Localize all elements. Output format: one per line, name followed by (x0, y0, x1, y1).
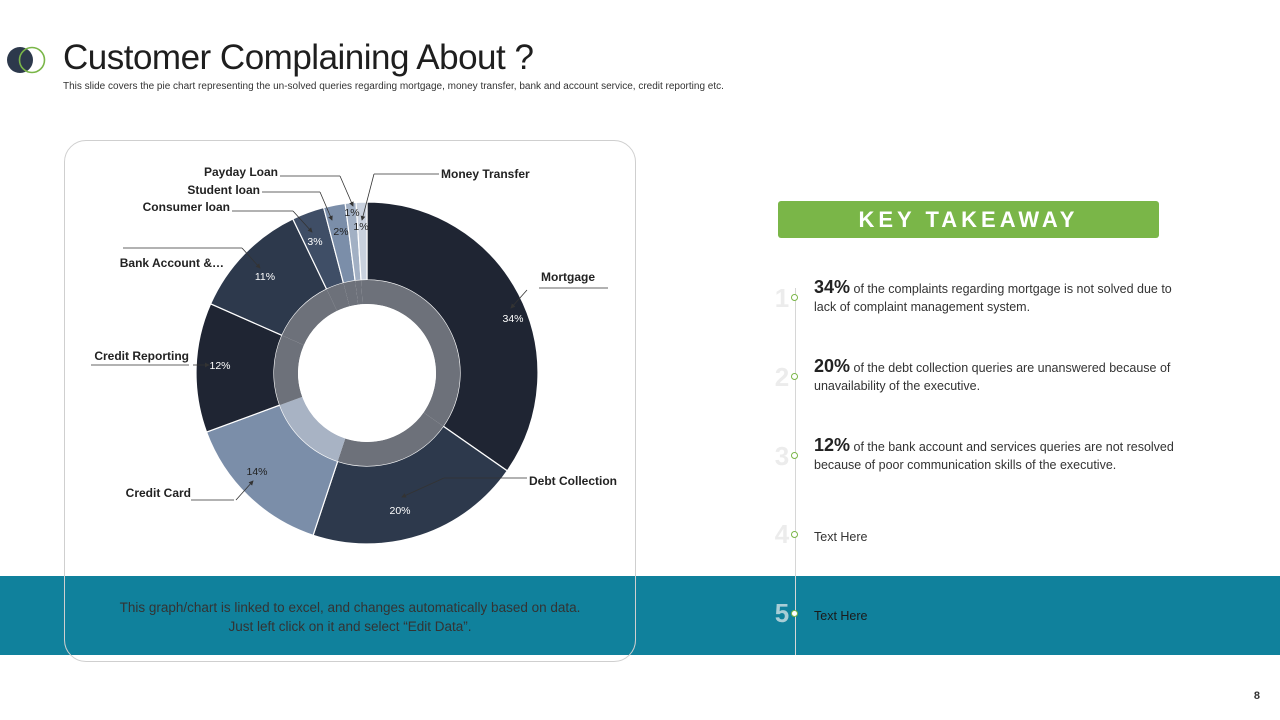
pie-category-label: Mortgage (541, 270, 595, 284)
takeaway-number: 2 (774, 362, 790, 392)
pie-category-label: Credit Reporting (94, 349, 189, 363)
takeaway-body: Text Here (814, 530, 868, 544)
pie-value-label: 2% (333, 226, 348, 238)
pie-inner-ring (274, 280, 461, 466)
takeaway-number: 3 (774, 441, 790, 471)
pie-inner-segment (361, 280, 367, 305)
pie-inner-segment (281, 289, 338, 346)
pie-value-label: 1% (353, 221, 368, 233)
takeaway-body: of the debt collection queries are unans… (814, 361, 1171, 393)
takeaway-text: 20% of the debt collection queries are u… (814, 357, 1184, 395)
takeaway-text: 34% of the complaints regarding mortgage… (814, 278, 1184, 316)
chart-card (64, 140, 636, 662)
pie-inner-segment (367, 280, 461, 427)
pie-value-label: 3% (307, 236, 322, 248)
takeaway-text: Text Here (814, 526, 1184, 546)
chart-note: This graph/chart is linked to excel, and… (108, 598, 592, 636)
pie-category-label: Consumer loan (143, 200, 230, 214)
leader-arrow (292, 210, 313, 233)
takeaway-body: of the bank account and services queries… (814, 440, 1174, 472)
leader-arrow (401, 477, 445, 498)
pie-chart[interactable]: Mortgage 34% Debt Collection 20% Credit Card… (64, 140, 636, 560)
takeaway-body: of the complaints regarding mortgage is … (814, 282, 1172, 314)
pie-value-label: 34% (502, 313, 523, 325)
timeline-dot (791, 373, 798, 380)
chart-note-line-1: This graph/chart is linked to excel, and… (119, 600, 581, 615)
timeline-dot (791, 452, 798, 459)
pie-value-label: 11% (255, 271, 275, 283)
takeaway-text: 12% of the bank account and services que… (814, 436, 1184, 474)
timeline-dot (791, 531, 798, 538)
pie-value-label: 1% (344, 207, 359, 219)
pie-inner-segment (274, 335, 304, 406)
takeaway-text: Text Here (814, 605, 1184, 625)
takeaway-number: 5 (774, 598, 790, 628)
takeaway-number: 1 (774, 283, 790, 313)
footer-band (0, 576, 1280, 655)
key-takeaway-header: KEY TAKEAWAY (778, 201, 1159, 238)
pie-category-label: Bank Account &… (120, 256, 224, 270)
pie-value-label: 14% (246, 466, 267, 478)
pie-category-label: Payday Loan (204, 165, 278, 179)
leader-arrow (319, 191, 333, 221)
pie-category-label: Debt Collection (529, 474, 617, 488)
pie-category-label: Credit Card (126, 486, 191, 500)
pie-category-label: Student loan (187, 183, 260, 197)
pie-inner-segment (326, 283, 350, 311)
leader-arrow (241, 247, 261, 269)
pie-inner-segment (337, 412, 444, 466)
takeaway-percent: 34% (814, 277, 851, 297)
pie-labels: Mortgage 34% Debt Collection 20% Credit Card… (91, 165, 617, 517)
pie-inner-segment (279, 396, 346, 462)
timeline-dot (791, 610, 798, 617)
page-number: 8 (1253, 690, 1260, 702)
timeline-dot (791, 294, 798, 301)
logo-circles-icon (7, 46, 46, 74)
leader-arrow (510, 289, 528, 309)
pie-value-label: 12% (209, 360, 230, 372)
page-subtitle: This slide covers the pie chart represen… (63, 81, 724, 92)
timeline-line (795, 288, 796, 655)
leader-arrow (339, 175, 354, 207)
pie-inner-segment (343, 280, 359, 307)
takeaway-percent: 20% (814, 356, 851, 376)
takeaway-percent: 12% (814, 435, 851, 455)
takeaway-number: 4 (774, 519, 790, 549)
page-title: Customer Complaining About ? (63, 38, 534, 77)
pie-inner-segment (355, 280, 363, 305)
leader-arrow (360, 173, 375, 221)
takeaway-body: Text Here (814, 609, 868, 623)
pie-category-label: Money Transfer (441, 167, 530, 181)
chart-note-line-2: Just left click on it and select “Edit D… (228, 619, 472, 634)
pie-center-hole (298, 304, 436, 442)
leader-arrow (235, 480, 254, 501)
pie-value-label: 20% (389, 505, 410, 517)
